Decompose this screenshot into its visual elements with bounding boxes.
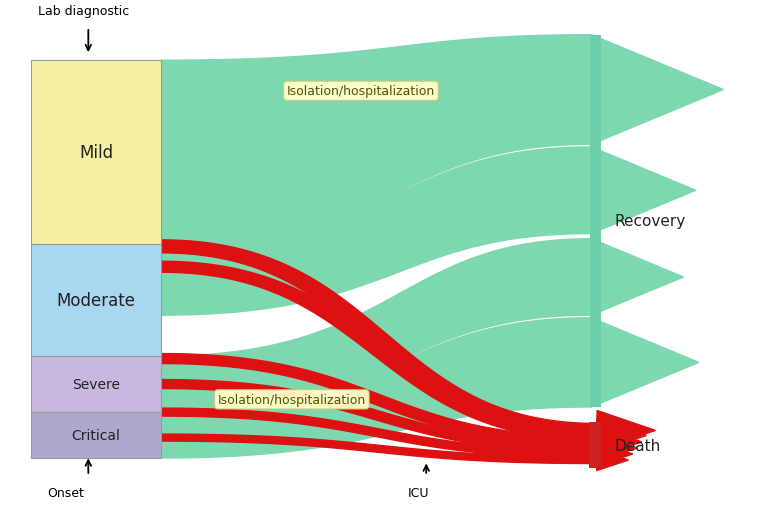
Polygon shape [161, 262, 597, 441]
Text: Mild: Mild [79, 144, 113, 162]
Polygon shape [591, 318, 699, 407]
Polygon shape [161, 380, 597, 453]
Polygon shape [161, 36, 591, 244]
Polygon shape [591, 36, 723, 145]
Polygon shape [597, 449, 628, 471]
Polygon shape [161, 354, 597, 447]
FancyBboxPatch shape [589, 422, 601, 468]
Polygon shape [161, 240, 597, 437]
Polygon shape [161, 148, 591, 316]
Polygon shape [591, 148, 696, 234]
Polygon shape [161, 239, 591, 412]
Text: Onset: Onset [47, 486, 84, 499]
Text: Isolation/hospitalization: Isolation/hospitalization [286, 85, 435, 98]
Polygon shape [597, 411, 655, 449]
Polygon shape [161, 318, 591, 458]
Text: ICU: ICU [408, 486, 429, 499]
Polygon shape [597, 419, 647, 451]
Text: Death: Death [614, 438, 660, 453]
Polygon shape [161, 408, 597, 458]
FancyBboxPatch shape [31, 412, 161, 458]
Text: Critical: Critical [71, 428, 121, 442]
Polygon shape [591, 239, 684, 316]
Text: Moderate: Moderate [57, 291, 135, 309]
Text: Severe: Severe [72, 377, 120, 391]
Polygon shape [597, 435, 637, 461]
FancyBboxPatch shape [31, 244, 161, 356]
Polygon shape [597, 442, 633, 466]
Text: Isolation/hospitalization: Isolation/hospitalization [217, 393, 366, 406]
Text: Lab diagnostic: Lab diagnostic [38, 5, 130, 18]
FancyBboxPatch shape [31, 356, 161, 412]
FancyBboxPatch shape [590, 36, 601, 407]
Text: Recovery: Recovery [614, 214, 686, 229]
FancyBboxPatch shape [31, 61, 161, 244]
Polygon shape [597, 427, 642, 457]
Polygon shape [161, 434, 597, 464]
